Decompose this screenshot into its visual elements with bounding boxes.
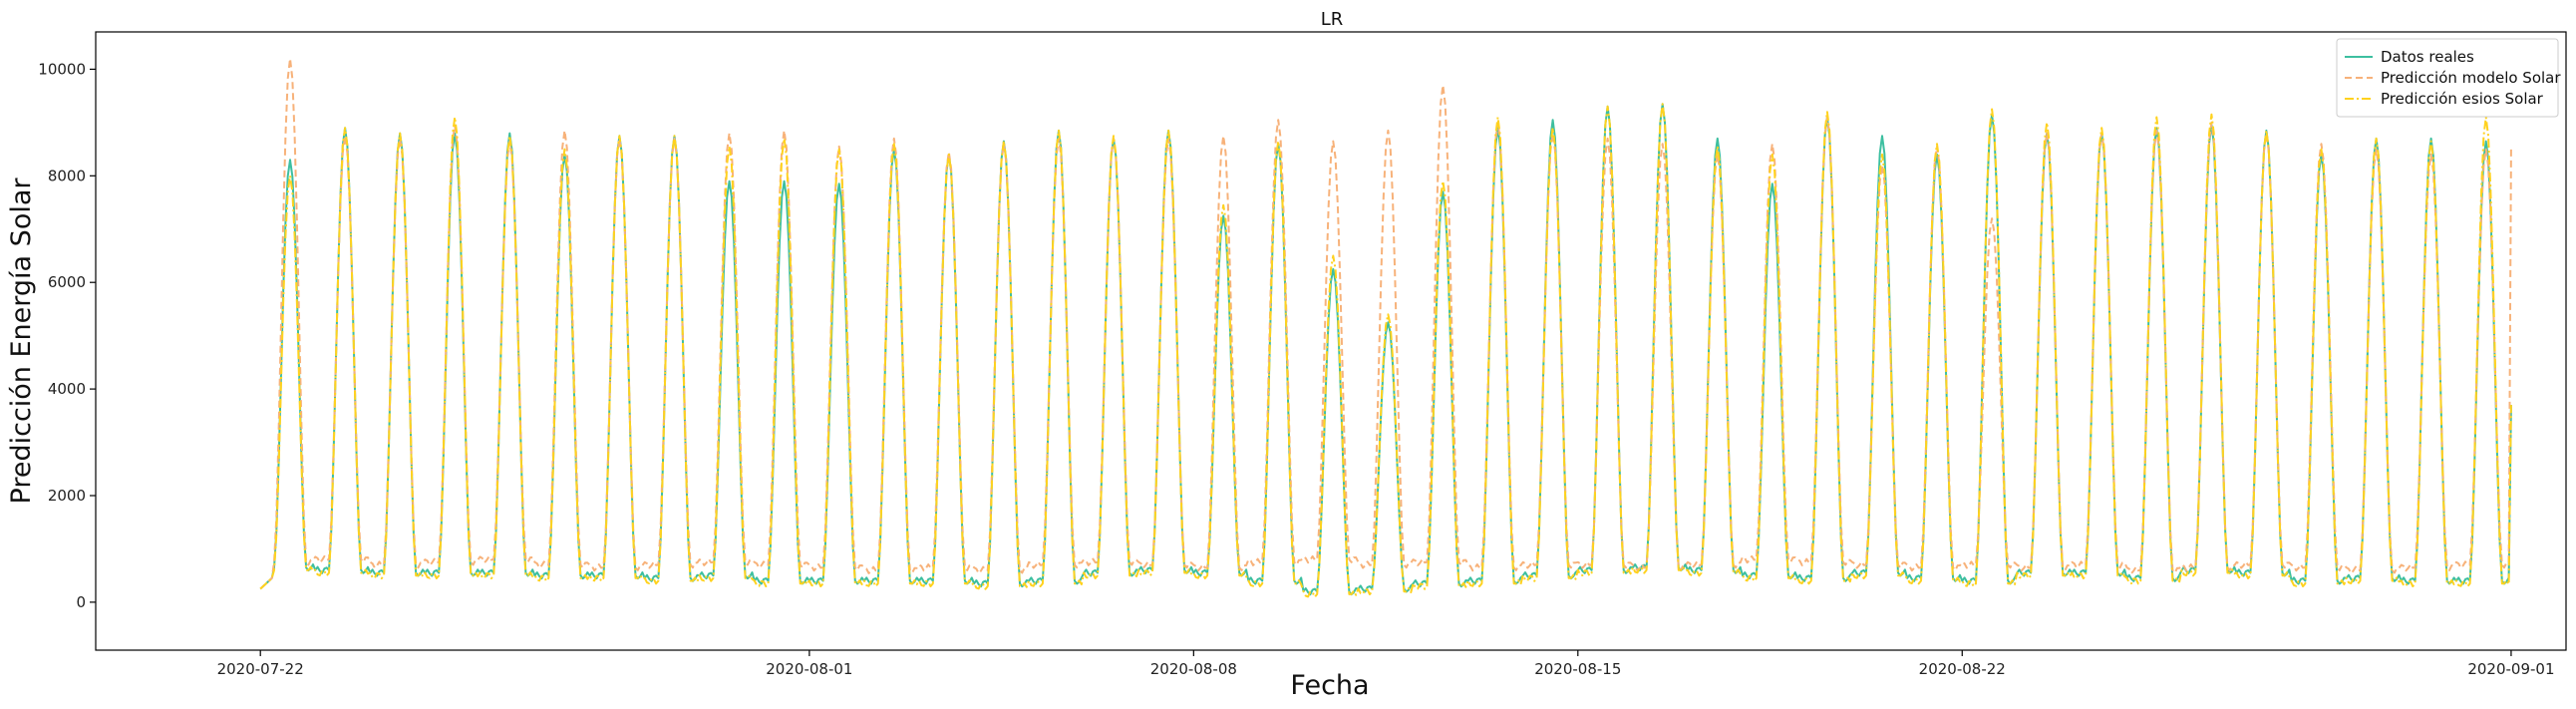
y-tick-label: 6000 <box>48 273 86 291</box>
legend-label: Predicción esios Solar <box>2381 90 2544 108</box>
series-line <box>259 103 2512 598</box>
x-tick-label: 2020-07-22 <box>217 660 304 678</box>
x-tick-label: 2020-09-01 <box>2467 660 2554 678</box>
x-tick-label: 2020-08-01 <box>766 660 852 678</box>
plot-frame <box>95 31 2567 651</box>
y-tick-label: 2000 <box>48 487 86 505</box>
legend-label: Datos reales <box>2381 48 2474 66</box>
y-tick-label: 10000 <box>38 60 86 78</box>
y-tick-label: 0 <box>76 593 86 611</box>
chart-title: LR <box>1321 9 1344 30</box>
legend-label: Predicción modelo Solar <box>2381 69 2561 87</box>
x-tick-label: 2020-08-08 <box>1150 660 1237 678</box>
y-axis-title: Predicción Energía Solar <box>6 177 37 505</box>
series-layer <box>259 57 2512 598</box>
y-axis: 0 2000 4000 6000 8000 10000 <box>38 60 96 611</box>
y-tick-label: 8000 <box>48 167 86 184</box>
x-tick-label: 2020-08-22 <box>1919 660 2006 678</box>
x-axis-title: Fecha <box>1290 670 1369 701</box>
x-tick-label: 2020-08-15 <box>1534 660 1621 678</box>
x-axis: 2020-07-22 2020-08-01 2020-08-08 2020-08-15… <box>217 650 2555 678</box>
legend: Datos reales Predicción modelo Solar Predi… <box>2336 38 2561 118</box>
y-tick-label: 4000 <box>48 380 86 398</box>
legend-box <box>2336 38 2559 118</box>
